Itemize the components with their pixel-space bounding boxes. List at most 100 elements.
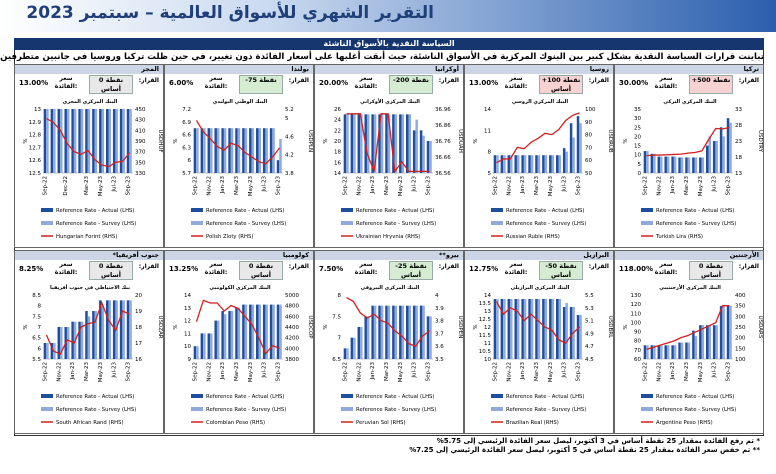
x-tick-label: Sep-23 xyxy=(576,362,582,382)
bar-survey xyxy=(272,128,275,173)
bar-survey xyxy=(544,155,548,173)
decision-badge: -50 نقطة أساس xyxy=(539,261,583,280)
y-tick-label: 11.5 xyxy=(479,333,492,339)
y2-tick-label: 5.5 xyxy=(585,293,594,299)
y2-tick-label: 4200 xyxy=(285,336,299,342)
chart-svg: بنك الاحتياطي في جنوب أفريقيا 5.5 6 6.5 7 7.5… xyxy=(23,284,163,426)
decision-badge: -75 نقطة xyxy=(239,75,283,94)
bar-survey xyxy=(210,333,213,359)
legend-entry: Reference Rate - Survey (LHS) xyxy=(206,407,286,413)
legend-entry: Reference Rate - Survey (LHS) xyxy=(506,407,586,413)
x-tick-label: Jul-23 xyxy=(712,176,718,193)
y-tick-label: 5 xyxy=(488,171,492,177)
bar-survey xyxy=(537,299,541,359)
y2-axis-label: USDBRL xyxy=(607,316,613,339)
rate-value: 12.75% xyxy=(469,265,499,273)
bar-actual xyxy=(119,109,123,173)
bar-survey xyxy=(122,109,125,173)
y-tick-label: 6.9 xyxy=(182,120,191,126)
bar-actual xyxy=(692,157,695,173)
y-tick-label: 7.5 xyxy=(332,314,341,320)
bar-survey xyxy=(203,333,206,359)
section-subtitle: تباينت قرارات السياسة النقدية بشكل كبير … xyxy=(0,52,764,62)
x-tick-label: Jul-23 xyxy=(562,176,568,193)
bar-survey xyxy=(210,128,213,173)
bar-survey xyxy=(53,109,56,173)
bar-actual xyxy=(719,127,723,173)
bar-survey xyxy=(66,109,70,173)
y-tick-label: 10 xyxy=(634,153,641,159)
bar-survey xyxy=(708,136,711,173)
y2-tick-label: 3.9 xyxy=(435,306,444,312)
chart-panel: بيرو** القرار: -25 نقطة أساس سعر الفائدة: 7.… xyxy=(314,250,464,434)
bar-actual xyxy=(650,345,654,359)
x-tick-label: Mar-23 xyxy=(84,176,90,196)
chart-panel: كولومبيا القرار: 0 نقطة أساس سعر الفائدة: 13… xyxy=(164,250,314,434)
y-tick-label: 5 xyxy=(638,162,642,168)
bar-actual xyxy=(371,114,374,173)
bar-actual xyxy=(50,109,54,173)
bar-survey xyxy=(646,151,649,173)
bar-actual xyxy=(699,325,702,359)
y2-tick-label: 16 xyxy=(135,357,142,363)
x-tick-label: Nov-22 xyxy=(56,362,62,382)
rate-label: سعر الفائدة: xyxy=(354,261,378,276)
legend-entry: Reference Rate - Actual (LHS) xyxy=(656,208,735,214)
rate-label: سعر الفائدة: xyxy=(204,261,228,276)
y2-tick-label: 5000 xyxy=(285,293,299,299)
bar-survey xyxy=(673,156,677,173)
bar-survey xyxy=(279,138,282,173)
x-tick-label: Jul-23 xyxy=(562,362,568,379)
decision-badge: 0 نقطة أساس xyxy=(689,261,733,280)
y-tick-label: 12.5 xyxy=(29,171,42,177)
y2-tick-label: 4.6 xyxy=(285,134,294,140)
bar-actual xyxy=(535,155,538,173)
legend-entry: Reference Rate - Actual (LHS) xyxy=(206,208,285,214)
x-tick-label: Mar-23 xyxy=(234,362,240,382)
bar-actual xyxy=(119,300,123,359)
bar-survey xyxy=(660,156,663,173)
bar-survey xyxy=(544,299,548,359)
bar-survey xyxy=(516,299,520,359)
bar-survey xyxy=(694,336,698,359)
x-tick-label: Sep-22 xyxy=(342,176,348,195)
bar-survey xyxy=(94,109,98,173)
bar-actual xyxy=(399,114,402,173)
x-tick-label: Jul-23 xyxy=(712,362,718,379)
y2-axis-label: USDARS xyxy=(757,316,763,339)
bar-survey xyxy=(223,128,227,173)
rate-value: 30.00% xyxy=(619,79,649,87)
x-tick-label: Jan-23 xyxy=(370,362,376,381)
bar-actual xyxy=(521,155,524,173)
bar-actual xyxy=(426,141,430,173)
y2-tick-label: 4.5 xyxy=(585,357,594,363)
y-tick-label: 7 xyxy=(38,325,42,331)
x-tick-label: May-23 xyxy=(248,362,254,383)
bank-title: البنك المركزي الكولومبي xyxy=(209,285,271,291)
y-tick-label: 13 xyxy=(184,306,191,312)
rate-label: سعر الفائدة: xyxy=(54,75,78,90)
bar-actual xyxy=(556,155,559,173)
fx-line xyxy=(346,113,430,174)
y2-tick-label: 350 xyxy=(735,304,746,310)
legend-swatch xyxy=(641,208,653,212)
bar-survey xyxy=(66,327,70,359)
chart-svg: البنك المركزي الأوكراني 14 16 18 20 22 24 26 36.… xyxy=(323,98,463,240)
bar-actual xyxy=(106,300,109,359)
bar-survey xyxy=(366,114,370,173)
legend-entry: Reference Rate - Actual (LHS) xyxy=(356,394,435,400)
bar-survey xyxy=(46,343,49,359)
y-tick-label: 16 xyxy=(334,160,341,166)
bar-actual xyxy=(214,320,217,359)
y-tick-label: 15 xyxy=(634,144,641,150)
y2-axis-label: USDTRY xyxy=(757,130,763,153)
decision-badge: +500 نقطة xyxy=(689,75,733,94)
bar-actual xyxy=(256,304,259,359)
legend-entry: Colombian Peso (RHS) xyxy=(206,420,265,426)
y-tick-label: 12.6 xyxy=(29,158,42,164)
y-axis-label: % xyxy=(473,324,479,329)
x-tick-label: Nov-22 xyxy=(356,362,362,382)
decision-label: القرار: xyxy=(288,77,309,84)
chart-svg: البنك المركزي الروسي 5 8 11 14 50 60 70 80 90 100%… xyxy=(473,99,613,240)
y2-tick-label: 18 xyxy=(135,325,142,331)
